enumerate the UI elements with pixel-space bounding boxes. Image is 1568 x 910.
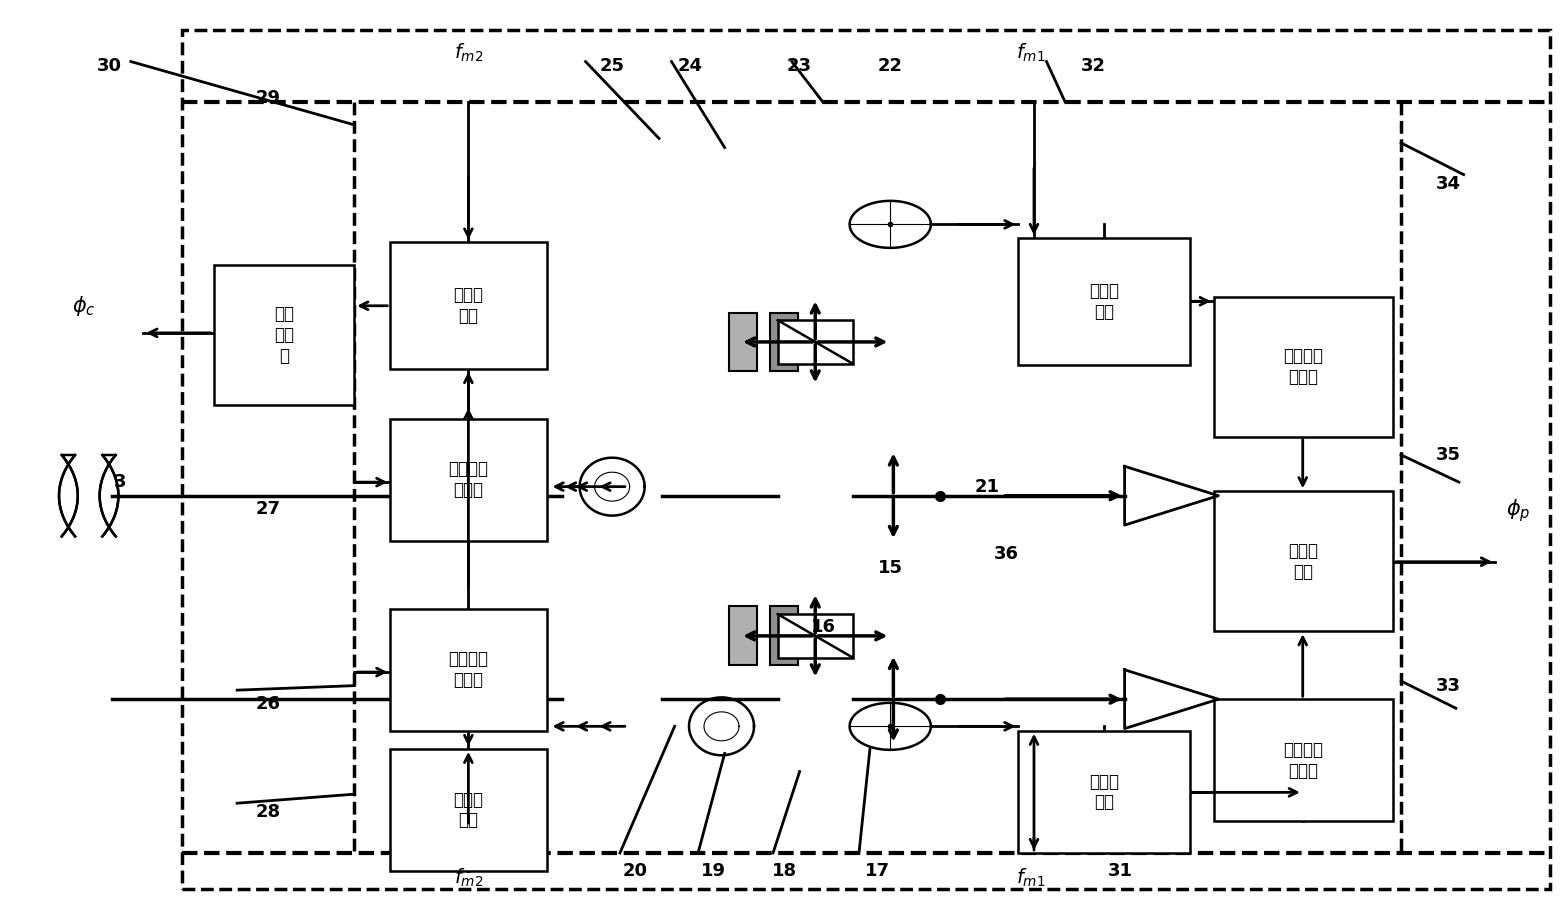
- Text: 19: 19: [701, 862, 726, 880]
- Text: 31: 31: [1107, 862, 1132, 880]
- Text: $f_{m1}$: $f_{m1}$: [1016, 41, 1046, 64]
- Text: 三号低通
滤波器: 三号低通 滤波器: [1284, 348, 1323, 386]
- Text: 二号鉴
相器: 二号鉴 相器: [1289, 541, 1319, 581]
- Text: 35: 35: [1436, 446, 1460, 464]
- Bar: [770, 606, 798, 665]
- Bar: [390, 749, 547, 871]
- Bar: [390, 609, 547, 731]
- Bar: [182, 30, 1549, 889]
- Bar: [778, 320, 853, 364]
- Text: 34: 34: [1436, 175, 1460, 193]
- Text: 32: 32: [1080, 57, 1105, 76]
- Text: 36: 36: [994, 545, 1018, 563]
- Bar: [213, 265, 354, 405]
- Polygon shape: [850, 201, 931, 248]
- Text: 33: 33: [1436, 677, 1460, 694]
- Bar: [1214, 297, 1394, 437]
- Polygon shape: [60, 455, 78, 536]
- Text: 30: 30: [97, 57, 122, 76]
- Text: 23: 23: [787, 57, 812, 76]
- Text: 一号混
频器: 一号混 频器: [1090, 773, 1120, 812]
- Polygon shape: [704, 712, 739, 741]
- Text: 3: 3: [114, 473, 125, 491]
- Bar: [390, 419, 547, 541]
- Polygon shape: [1124, 670, 1218, 729]
- Polygon shape: [850, 703, 931, 750]
- Text: $f_{m1}$: $f_{m1}$: [1016, 867, 1046, 889]
- Text: 29: 29: [256, 89, 281, 106]
- Text: 四号低通
滤波器: 四号低通 滤波器: [448, 460, 488, 500]
- Polygon shape: [1124, 466, 1218, 525]
- Polygon shape: [100, 455, 119, 536]
- Polygon shape: [594, 472, 630, 501]
- Text: 24: 24: [677, 57, 702, 76]
- Text: 20: 20: [622, 862, 648, 880]
- Text: 一号
鉴相
器: 一号 鉴相 器: [274, 306, 295, 365]
- Bar: [390, 242, 547, 369]
- Text: 26: 26: [256, 694, 281, 713]
- Text: 二号低通
滤波器: 二号低通 滤波器: [448, 651, 488, 689]
- Bar: [1214, 699, 1394, 822]
- Text: $f_{m2}$: $f_{m2}$: [453, 867, 483, 889]
- Bar: [778, 614, 853, 658]
- Text: $\phi_p$: $\phi_p$: [1507, 498, 1530, 524]
- Bar: [1018, 238, 1190, 365]
- Text: 16: 16: [811, 618, 836, 636]
- Text: $\phi_c$: $\phi_c$: [72, 294, 96, 318]
- Text: 28: 28: [256, 804, 281, 821]
- Polygon shape: [580, 458, 644, 516]
- Bar: [1018, 731, 1190, 853]
- Bar: [729, 606, 757, 665]
- Text: 15: 15: [878, 559, 903, 577]
- Text: 18: 18: [771, 862, 797, 880]
- Text: 22: 22: [878, 57, 903, 76]
- Text: 一号低通
滤波器: 一号低通 滤波器: [1284, 741, 1323, 780]
- Text: 二号混
频器: 二号混 频器: [453, 791, 483, 829]
- Polygon shape: [688, 697, 754, 755]
- Bar: [770, 312, 798, 371]
- Text: 17: 17: [866, 862, 891, 880]
- Bar: [1214, 491, 1394, 632]
- Bar: [729, 312, 757, 371]
- Text: 四号混
频器: 四号混 频器: [453, 287, 483, 325]
- Text: 三号混
频器: 三号混 频器: [1090, 282, 1120, 320]
- Text: 25: 25: [599, 57, 624, 76]
- Text: 21: 21: [975, 478, 1000, 496]
- Text: 27: 27: [256, 501, 281, 519]
- Text: $f_{m2}$: $f_{m2}$: [453, 41, 483, 64]
